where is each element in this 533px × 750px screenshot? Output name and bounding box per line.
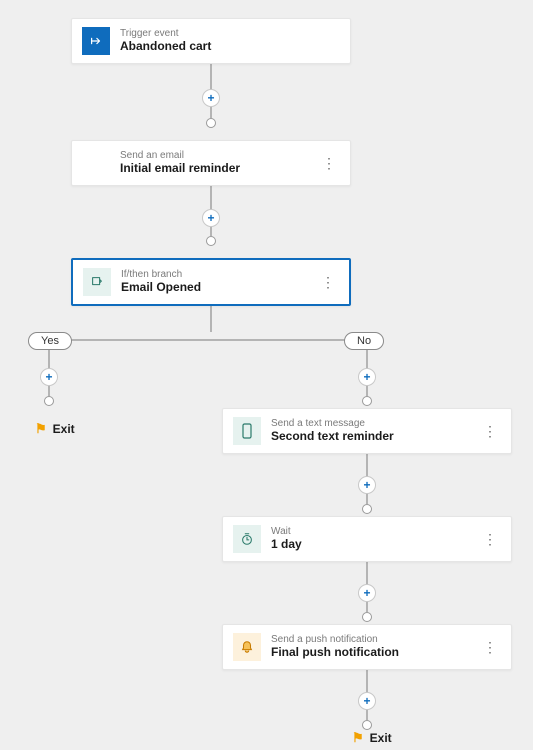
node-email[interactable]: Send an email Initial email reminder ⋮ bbox=[71, 140, 351, 186]
node-suplabel: If/then branch bbox=[121, 269, 307, 280]
node-mainlabel: 1 day bbox=[271, 537, 469, 551]
connector-port bbox=[362, 720, 372, 730]
node-sms[interactable]: Send a text message Second text reminder… bbox=[222, 408, 512, 454]
connector-line bbox=[49, 306, 370, 400]
node-menu-icon[interactable]: ⋮ bbox=[479, 423, 501, 440]
node-branch[interactable]: If/then branch Email Opened ⋮ bbox=[71, 258, 351, 306]
add-step-button[interactable]: + bbox=[358, 476, 376, 494]
flag-icon: ⚑ bbox=[352, 730, 364, 746]
connector-port bbox=[44, 396, 54, 406]
node-wait[interactable]: Wait 1 day ⋮ bbox=[222, 516, 512, 562]
node-menu-icon[interactable]: ⋮ bbox=[317, 274, 339, 291]
email-icon bbox=[82, 149, 110, 177]
node-suplabel: Wait bbox=[271, 526, 469, 537]
branch-pill-no[interactable]: No bbox=[344, 332, 384, 350]
push-icon bbox=[233, 633, 261, 661]
node-suplabel: Send a text message bbox=[271, 418, 469, 429]
add-step-button[interactable]: + bbox=[202, 209, 220, 227]
node-menu-icon[interactable]: ⋮ bbox=[318, 155, 340, 172]
exit-right: ⚑ Exit bbox=[352, 730, 392, 746]
connector-port bbox=[362, 612, 372, 622]
node-mainlabel: Abandoned cart bbox=[120, 39, 340, 53]
connector-port bbox=[362, 396, 372, 406]
node-menu-icon[interactable]: ⋮ bbox=[479, 531, 501, 548]
node-push[interactable]: Send a push notification Final push noti… bbox=[222, 624, 512, 670]
node-mainlabel: Initial email reminder bbox=[120, 161, 308, 175]
add-step-button[interactable]: + bbox=[358, 692, 376, 710]
trigger-icon bbox=[82, 27, 110, 55]
connector-port bbox=[206, 118, 216, 128]
exit-label: Exit bbox=[53, 422, 75, 436]
wait-icon bbox=[233, 525, 261, 553]
add-step-button[interactable]: + bbox=[202, 89, 220, 107]
node-suplabel: Trigger event bbox=[120, 28, 340, 39]
add-step-button[interactable]: + bbox=[358, 368, 376, 386]
connector-port bbox=[362, 504, 372, 514]
node-trigger[interactable]: Trigger event Abandoned cart bbox=[71, 18, 351, 64]
node-mainlabel: Email Opened bbox=[121, 280, 307, 294]
connector-port bbox=[206, 236, 216, 246]
branch-icon bbox=[83, 268, 111, 296]
node-mainlabel: Second text reminder bbox=[271, 429, 469, 443]
node-mainlabel: Final push notification bbox=[271, 645, 469, 659]
node-menu-icon[interactable]: ⋮ bbox=[479, 639, 501, 656]
flag-icon: ⚑ bbox=[35, 421, 47, 437]
branch-pill-yes[interactable]: Yes bbox=[28, 332, 72, 350]
node-suplabel: Send a push notification bbox=[271, 634, 469, 645]
sms-icon bbox=[233, 417, 261, 445]
node-suplabel: Send an email bbox=[120, 150, 308, 161]
add-step-button[interactable]: + bbox=[358, 584, 376, 602]
exit-label: Exit bbox=[370, 731, 392, 745]
exit-left: ⚑ Exit bbox=[35, 421, 75, 437]
add-step-button[interactable]: + bbox=[40, 368, 58, 386]
